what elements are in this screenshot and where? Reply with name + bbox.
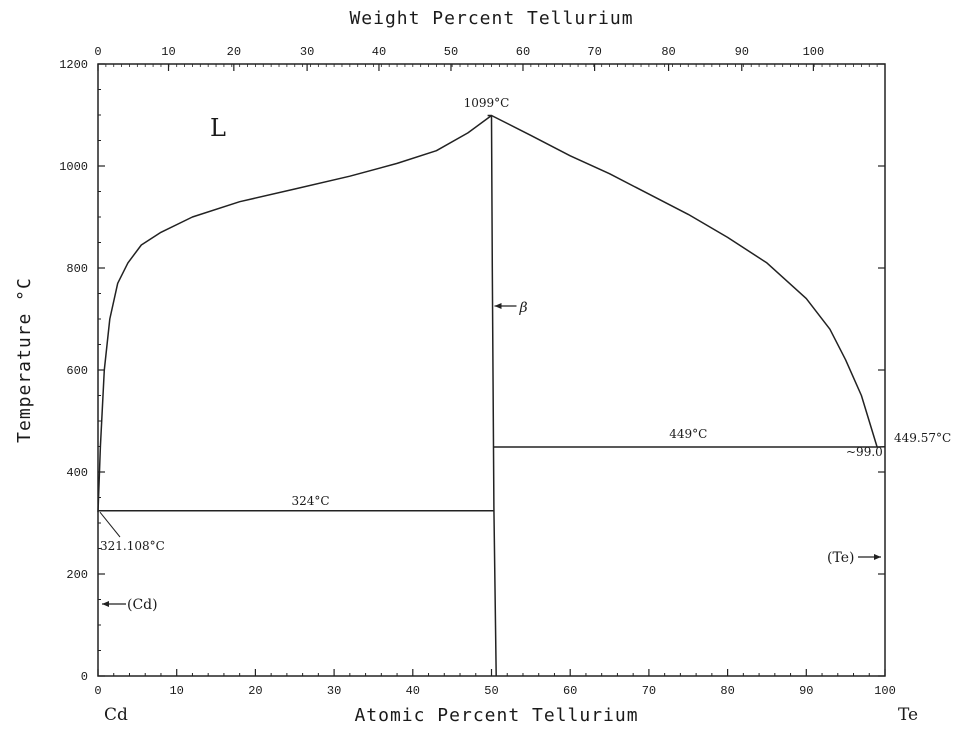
bottom-tick-label: 30: [327, 684, 341, 698]
bottom-axis-title: Atomic Percent Tellurium: [354, 705, 638, 726]
top-tick-label: 20: [227, 45, 241, 59]
top-tick-label: 30: [300, 45, 314, 59]
eutectic-324-label: 324°C: [291, 494, 329, 508]
y-tick-label: 600: [66, 364, 88, 378]
congruent-max-label: 1099°C: [464, 96, 510, 110]
y-tick-label: 200: [66, 568, 88, 582]
top-tick-label: 0: [94, 45, 101, 59]
top-tick-label: 80: [661, 45, 675, 59]
cd-melt-leader: [100, 512, 120, 537]
y-axis-title: Temperature °C: [14, 277, 35, 443]
cd-phase-label: (Cd): [127, 597, 158, 613]
phase-boundary-2: [488, 116, 497, 677]
top-tick-label: 10: [161, 45, 175, 59]
eutectic-449-label: 449°C: [669, 427, 707, 441]
bottom-tick-label: 80: [720, 684, 734, 698]
top-tick-label: 60: [516, 45, 530, 59]
cd-melt-label: 321.108°C: [100, 539, 165, 553]
cd-element-label: Cd: [104, 705, 128, 725]
te-phase-label: (Te): [827, 550, 854, 566]
bottom-tick-label: 40: [406, 684, 420, 698]
top-tick-label: 100: [803, 45, 825, 59]
bottom-tick-label: 0: [94, 684, 101, 698]
y-tick-label: 0: [81, 670, 88, 684]
phase-boundary-0: [98, 116, 492, 513]
top-axis-title: Weight Percent Tellurium: [349, 8, 633, 29]
y-tick-label: 400: [66, 466, 88, 480]
bottom-tick-label: 100: [874, 684, 896, 698]
beta-arrow-head: [495, 303, 502, 309]
bottom-tick-label: 20: [248, 684, 262, 698]
liquid-label: L: [210, 114, 226, 142]
bottom-tick-label: 50: [484, 684, 498, 698]
te-composition-label: ~99.0: [846, 445, 883, 459]
te-melt-label: 449.57°C: [894, 431, 951, 445]
top-tick-label: 70: [587, 45, 601, 59]
top-tick-label: 90: [735, 45, 749, 59]
y-tick-label: 1000: [59, 160, 88, 174]
bottom-tick-label: 10: [169, 684, 183, 698]
y-tick-label: 1200: [59, 58, 88, 72]
phase-boundaries: [98, 116, 885, 677]
cd-arrow-head: [102, 601, 109, 607]
bottom-tick-label: 60: [563, 684, 577, 698]
te-arrow-head: [874, 554, 881, 560]
top-tick-label: 40: [372, 45, 386, 59]
beta-label: β: [519, 300, 528, 316]
phase-boundary-1: [492, 116, 878, 448]
phase-arrows: [100, 303, 881, 607]
bottom-tick-label: 70: [642, 684, 656, 698]
te-element-label: Te: [898, 705, 918, 725]
y-tick-label: 800: [66, 262, 88, 276]
bottom-tick-label: 90: [799, 684, 813, 698]
top-tick-label: 50: [444, 45, 458, 59]
